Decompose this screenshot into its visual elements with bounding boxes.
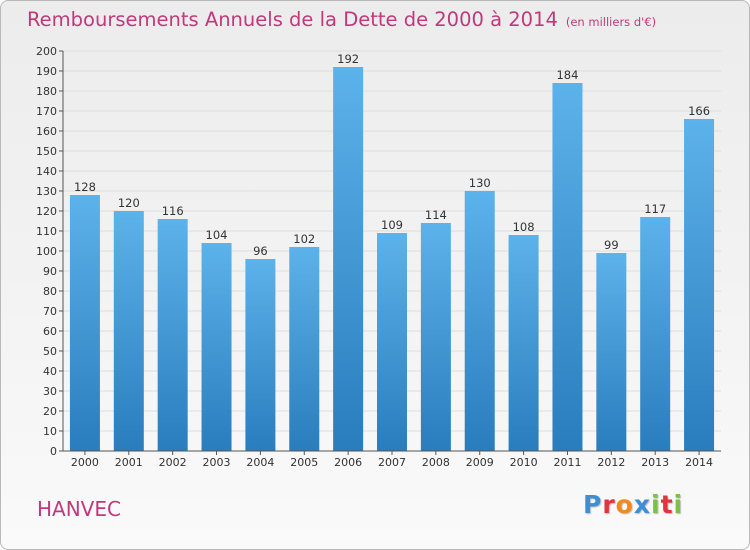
bar-2012 xyxy=(596,253,627,451)
value-label-2000: 128 xyxy=(74,180,96,194)
place-name: HANVEC xyxy=(37,497,121,521)
value-label-2002: 116 xyxy=(162,204,184,218)
bar-2014 xyxy=(684,119,715,451)
x-tick-label: 2010 xyxy=(510,456,538,469)
value-label-2007: 109 xyxy=(381,218,403,232)
y-tick-label: 130 xyxy=(36,185,57,198)
value-label-2008: 114 xyxy=(425,208,447,222)
y-tick-label: 50 xyxy=(43,345,57,358)
y-tick-label: 180 xyxy=(36,85,57,98)
logo-letter: t xyxy=(660,490,674,519)
value-label-2004: 96 xyxy=(253,244,268,258)
x-tick-label: 2005 xyxy=(290,456,318,469)
value-label-2006: 192 xyxy=(337,52,359,66)
logo-letter: r xyxy=(602,490,616,519)
value-label-2001: 120 xyxy=(118,196,140,210)
x-tick-label: 2003 xyxy=(203,456,231,469)
x-tick-label: 2014 xyxy=(685,456,713,469)
x-tick-label: 2011 xyxy=(553,456,581,469)
bar-2008 xyxy=(420,223,451,451)
x-tick-label: 2007 xyxy=(378,456,406,469)
y-tick-label: 70 xyxy=(43,305,57,318)
bar-2011 xyxy=(552,83,583,451)
value-label-2010: 108 xyxy=(513,220,535,234)
logo-letter: o xyxy=(615,490,634,519)
bar-2002 xyxy=(157,219,188,451)
y-tick-label: 120 xyxy=(36,205,57,218)
y-tick-label: 110 xyxy=(36,225,57,238)
y-tick-label: 40 xyxy=(43,365,57,378)
y-tick-label: 200 xyxy=(36,45,57,58)
chart-title-text: Remboursements Annuels de la Dette de 20… xyxy=(27,8,558,31)
y-tick-label: 150 xyxy=(36,145,57,158)
x-tick-label: 2006 xyxy=(334,456,362,469)
value-labels: 128 120 116 104 96 102 192 109 114 130 108 184 99 117… xyxy=(74,52,710,258)
x-tick-label: 2012 xyxy=(597,456,625,469)
logo-letter: i xyxy=(673,490,684,519)
bar-2013 xyxy=(640,217,671,451)
y-tick-label: 30 xyxy=(43,385,57,398)
axes xyxy=(59,50,721,455)
x-tick-label: 2004 xyxy=(246,456,274,469)
bar-2001 xyxy=(113,211,144,451)
x-tick-label: 2000 xyxy=(71,456,99,469)
value-label-2003: 104 xyxy=(206,228,228,242)
value-label-2009: 130 xyxy=(469,176,491,190)
y-tick-labels: 0 10 20 30 40 50 60 70 80 90 100 110 120 130 140 150 160… xyxy=(36,45,57,458)
value-label-2005: 102 xyxy=(293,232,315,246)
y-tick-label: 90 xyxy=(43,265,57,278)
y-tick-label: 140 xyxy=(36,165,57,178)
bar-2000 xyxy=(69,195,100,451)
bar-2010 xyxy=(508,235,539,451)
bar-2003 xyxy=(201,243,232,451)
y-tick-label: 190 xyxy=(36,65,57,78)
y-tick-label: 100 xyxy=(36,245,57,258)
value-label-2014: 166 xyxy=(688,104,710,118)
y-tick-label: 170 xyxy=(36,105,57,118)
chart-unit-note: (en milliers d'€) xyxy=(565,15,657,29)
y-tick-label: 0 xyxy=(50,445,57,458)
x-tick-label: 2008 xyxy=(422,456,450,469)
chart-title: Remboursements Annuels de la Dette de 20… xyxy=(27,8,656,31)
value-label-2012: 99 xyxy=(604,238,619,252)
x-tick-labels: 2000 2001 2002 2003 2004 2005 2006 2007 2008 2009… xyxy=(71,456,713,469)
logo-letter: P xyxy=(583,490,603,519)
y-tick-label: 20 xyxy=(43,405,57,418)
proxiti-logo: Proxiti xyxy=(583,490,683,519)
x-tick-label: 2002 xyxy=(159,456,187,469)
logo-letter: i xyxy=(651,490,661,519)
y-tick-label: 160 xyxy=(36,125,57,138)
bar-2009 xyxy=(464,191,495,451)
y-tick-label: 60 xyxy=(43,325,57,338)
x-tick-label: 2001 xyxy=(115,456,143,469)
logo-letter: x xyxy=(633,490,651,519)
value-label-2011: 184 xyxy=(556,68,578,82)
value-label-2013: 117 xyxy=(644,202,666,216)
bar-2006 xyxy=(333,67,364,451)
bar-2005 xyxy=(289,247,320,451)
bars xyxy=(69,67,715,451)
x-tick-label: 2013 xyxy=(641,456,669,469)
y-tick-label: 10 xyxy=(43,425,57,438)
bar-2004 xyxy=(245,259,276,451)
x-tick-label: 2009 xyxy=(466,456,494,469)
bar-2007 xyxy=(377,233,407,451)
y-tick-label: 80 xyxy=(43,285,57,298)
